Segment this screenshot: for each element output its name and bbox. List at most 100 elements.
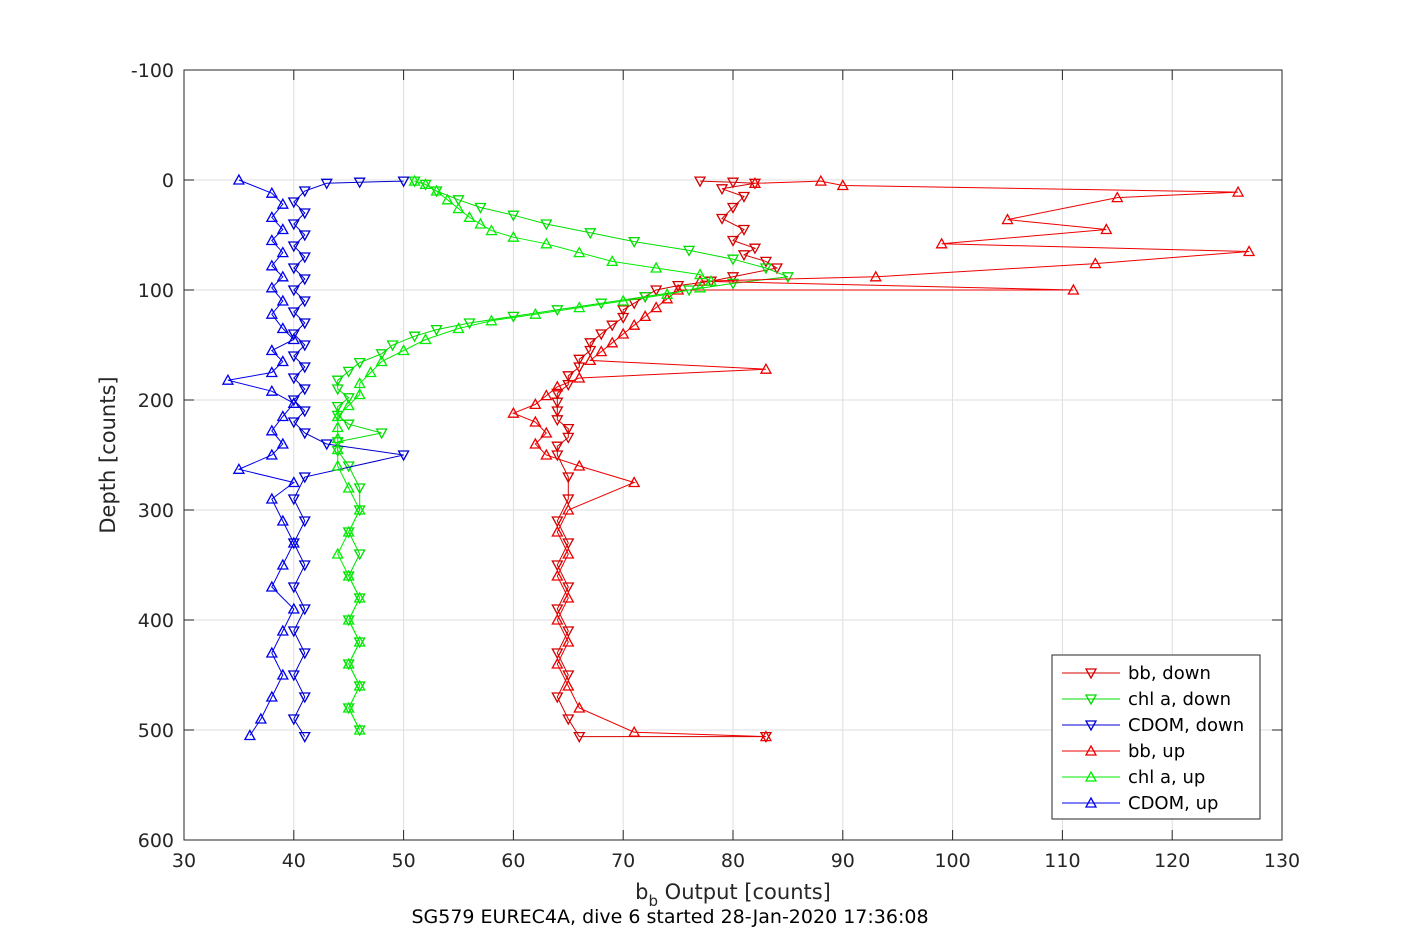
- data-point: [353, 635, 366, 647]
- data-point: [748, 243, 762, 255]
- data-point: [265, 234, 278, 246]
- data-point: [287, 602, 300, 614]
- data-point: [331, 410, 344, 422]
- data-point: [353, 177, 366, 189]
- data-point: [726, 272, 740, 284]
- data-point: [573, 371, 586, 383]
- data-point: [287, 307, 300, 319]
- data-point: [276, 322, 289, 334]
- data-point: [606, 320, 619, 332]
- data-point: [562, 432, 575, 444]
- data-point: [573, 459, 586, 471]
- data-point: [265, 424, 278, 436]
- data-point: [320, 439, 333, 451]
- data-point: [331, 375, 344, 387]
- y-tick-label: 600: [138, 830, 174, 852]
- data-point: [265, 281, 278, 293]
- data-point: [540, 426, 553, 438]
- data-point: [628, 725, 641, 737]
- data-point: [551, 380, 564, 392]
- data-point: [243, 729, 256, 741]
- series-layer: [221, 173, 1256, 743]
- data-point: [540, 237, 553, 249]
- data-point: [287, 395, 300, 407]
- data-point: [419, 178, 432, 190]
- data-point: [298, 362, 311, 374]
- legend-label: CDOM, down: [1128, 715, 1244, 736]
- data-point: [562, 670, 575, 682]
- data-point: [408, 331, 421, 343]
- legend: bb, down chl a, down CDOM, down bb, up chl a…: [1051, 654, 1261, 820]
- legend-entry: bb, up: [1062, 741, 1185, 762]
- data-point: [529, 398, 542, 410]
- legend-entry: chl a, down: [1062, 689, 1231, 710]
- data-point: [562, 591, 575, 603]
- data-point: [298, 252, 311, 264]
- data-point: [935, 237, 948, 249]
- data-point: [562, 423, 575, 435]
- data-point: [485, 224, 498, 236]
- data-point: [342, 569, 355, 581]
- data-point: [584, 354, 597, 366]
- data-point: [298, 340, 311, 352]
- data-point: [474, 217, 487, 229]
- data-point: [836, 179, 849, 191]
- data-point: [331, 384, 344, 396]
- data-point: [342, 657, 355, 669]
- data-point: [353, 357, 366, 369]
- data-point: [671, 280, 685, 292]
- y-tick-label: 400: [138, 610, 174, 632]
- data-point: [298, 604, 311, 616]
- data-point: [276, 624, 289, 636]
- data-point: [265, 384, 278, 396]
- data-point: [551, 388, 564, 400]
- x-tick-label: 120: [1154, 850, 1190, 872]
- data-point: [562, 538, 575, 550]
- x-tick-label: 60: [501, 850, 525, 872]
- data-point: [573, 362, 586, 374]
- data-point: [452, 322, 465, 334]
- data-point: [551, 648, 564, 660]
- data-point: [276, 355, 289, 367]
- data-point: [298, 472, 311, 484]
- data-point: [397, 450, 410, 462]
- data-point: [551, 441, 564, 453]
- data-point: [265, 580, 278, 592]
- data-point: [551, 415, 564, 427]
- data-point: [551, 692, 564, 704]
- data-point: [265, 690, 278, 702]
- data-point: [265, 646, 278, 658]
- data-point: [298, 296, 311, 308]
- data-point: [342, 481, 355, 493]
- data-point: [298, 428, 311, 440]
- data-point: [430, 184, 443, 196]
- data-point: [353, 503, 366, 515]
- data-point: [353, 377, 366, 389]
- legend-entry: chl a, up: [1062, 767, 1205, 788]
- data-point: [617, 327, 630, 339]
- data-point: [298, 318, 311, 330]
- series-line: [512, 180, 1250, 738]
- data-point: [726, 202, 740, 214]
- data-point: [386, 340, 399, 352]
- data-point: [287, 536, 300, 548]
- data-point: [726, 235, 740, 247]
- chart-caption: SG579 EUREC4A, dive 6 started 28-Jan-202…: [411, 906, 928, 928]
- legend-entry: bb, down: [1062, 663, 1211, 684]
- data-point: [265, 448, 278, 460]
- y-tick-label: -100: [131, 60, 174, 82]
- data-point: [551, 397, 564, 409]
- data-point: [265, 259, 278, 271]
- data-point: [562, 582, 575, 594]
- legend-label: CDOM, up: [1128, 793, 1218, 814]
- data-point: [353, 723, 366, 735]
- data-point: [606, 336, 619, 348]
- data-point: [287, 333, 300, 345]
- data-point: [529, 415, 542, 427]
- data-point: [726, 177, 740, 189]
- data-point: [276, 294, 289, 306]
- legend-marker: [1084, 694, 1098, 706]
- data-point: [540, 448, 553, 460]
- data-point: [298, 516, 311, 528]
- data-point: [584, 345, 597, 357]
